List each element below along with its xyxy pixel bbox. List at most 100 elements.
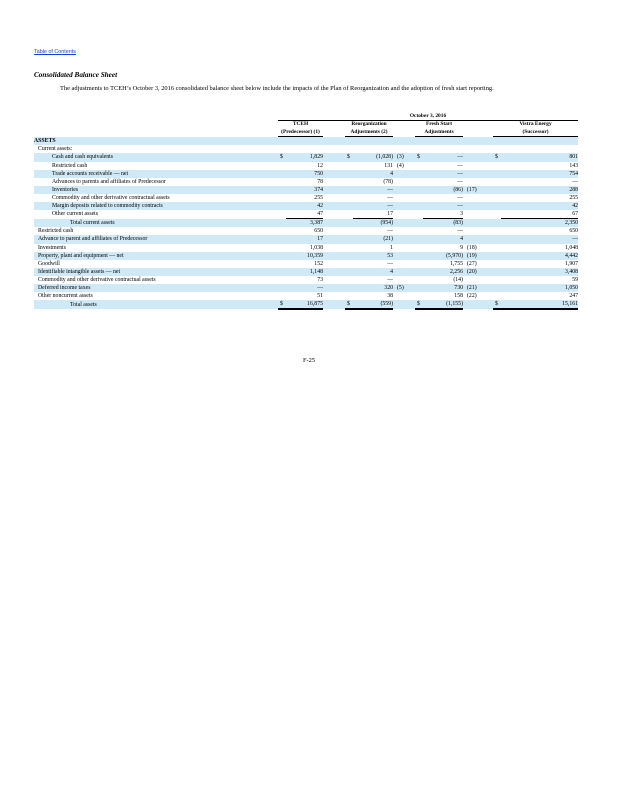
currency-symbol [415,283,423,293]
spacer [323,283,345,293]
row-label: Other current assets [52,211,99,218]
currency-symbol [345,292,353,300]
currency-symbol [345,194,353,202]
currency-symbol [493,218,501,228]
fresh-start-value: (14) [453,276,463,283]
reorganization-note [393,169,415,178]
reorganization-note [393,202,415,211]
table-row: Deferred income taxes — 320 (5) 730 (21) 1,050 [34,283,579,293]
row-label: Commodity and other derivative contractu… [52,194,170,201]
table-row: Advance to parent and affiliates of Pred… [34,235,579,244]
fresh-start-value: (5,970) [423,251,463,260]
currency-symbol [415,178,423,186]
currency-symbol [493,194,501,202]
table-of-contents-link[interactable]: Table of Contents [34,49,76,55]
table-row: Trade accounts receivable — net 750 4 — 754 [34,169,579,178]
successor-value: 650 [569,228,579,235]
fresh-start-note [463,194,493,202]
assets-heading: ASSETS [34,136,579,146]
spacer [323,185,345,194]
row-label: Restricted cash [38,228,74,235]
currency-symbol [345,235,353,244]
currency-symbol [345,244,353,252]
currency-symbol [345,185,353,194]
reorganization-note [393,235,415,244]
fresh-start-value: — [457,178,463,185]
currency-symbol [493,267,501,276]
successor-value: 255 [569,194,579,201]
reorganization-value: (1,028) [353,153,393,162]
currency-symbol [278,162,286,170]
predecessor-value: 1,038 [309,244,323,251]
spacer [323,210,345,219]
fresh-start-value: (86) [423,185,463,194]
fresh-start-note: (27) [467,260,477,267]
table-row: Commodity and other derivative contractu… [34,276,578,284]
spacer [323,162,345,170]
fresh-start-note: (17) [463,185,493,194]
fresh-start-note [463,202,493,211]
currency-symbol [415,260,423,268]
currency-symbol [278,267,286,276]
fresh-start-note [463,169,493,178]
currency-symbol [415,194,423,202]
reorganization-note [393,227,415,235]
fresh-start-value: (1,155) [423,300,463,311]
currency-symbol [415,210,423,219]
table-row: Property, plant and equipment — net 10,35… [34,251,579,260]
currency-symbol [345,267,353,276]
reorganization-value: — [353,185,393,194]
col-freshstart-header-1: Fresh Start [425,121,453,128]
reorganization-note [393,276,415,284]
currency-symbol [278,185,286,194]
fresh-start-value: — [423,153,463,162]
currency-symbol [493,283,501,293]
currency-symbol [493,260,501,268]
fresh-start-note [463,162,493,170]
reorganization-value: 320 [353,283,393,293]
fresh-start-value: 158 [454,293,463,300]
fresh-start-note [463,235,493,244]
reorganization-note [393,292,415,300]
spacer [323,244,345,252]
currency-symbol [278,227,286,235]
currency-symbol [278,292,286,300]
fresh-start-value: — [423,202,463,211]
currency-symbol [278,276,286,284]
spacer [323,169,345,178]
currency-symbol [415,169,423,178]
successor-value: 15,161 [501,300,579,311]
successor-value: 288 [501,185,579,194]
currency-symbol [345,169,353,178]
reorganization-note: (4) [397,162,404,169]
predecessor-value: 255 [314,194,323,201]
currency-symbol [493,169,501,178]
row-label: Investments [38,244,67,251]
currency-symbol [415,267,423,276]
predecessor-value: 78 [317,178,323,185]
currency-symbol [415,185,423,194]
period-header: October 3, 2016 [278,112,579,121]
successor-value: 801 [501,153,579,162]
row-label: Total current assets [34,218,278,228]
row-label: Advance to parent and affiliates of Pred… [34,235,278,244]
successor-value: 4,442 [501,251,579,260]
currency-symbol [493,178,501,186]
successor-value: 2,350 [501,218,579,228]
successor-value: 247 [569,293,579,300]
spacer [323,202,345,211]
predecessor-value: 3,387 [286,218,323,228]
row-label: Deferred income taxes [34,283,278,293]
currency-symbol [345,251,353,260]
predecessor-value: 17 [286,235,323,244]
fresh-start-note [463,153,493,162]
currency-symbol [345,202,353,211]
reorganization-value: — [387,194,393,201]
currency-symbol [278,210,286,219]
fresh-start-value: 1,755 [449,260,463,267]
reorganization-note [393,251,415,260]
predecessor-value: 47 [286,210,323,220]
row-label: Other noncurrent assets [38,293,93,300]
successor-value: 3,408 [501,267,579,276]
fresh-start-note [463,300,493,310]
